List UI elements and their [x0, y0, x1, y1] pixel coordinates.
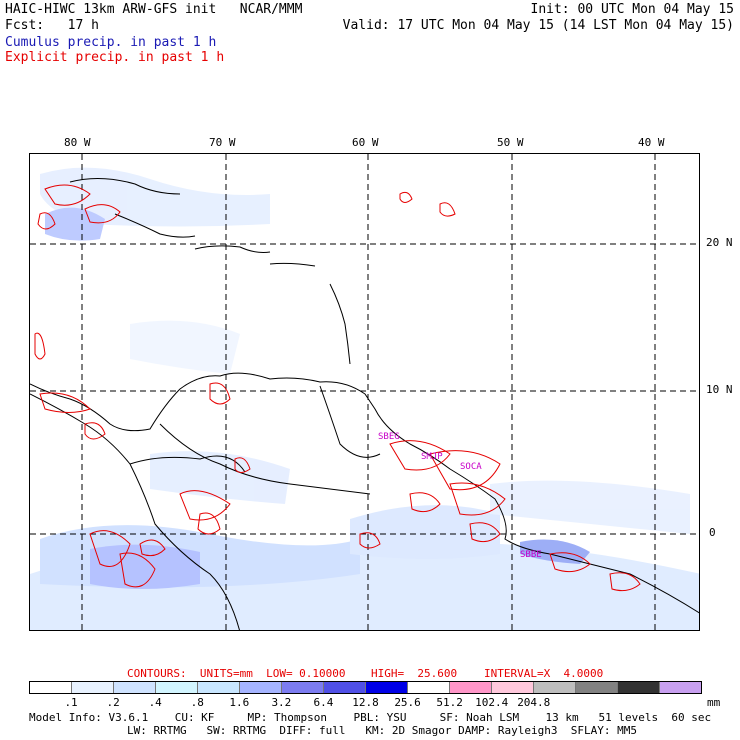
map-canvas [30, 154, 699, 630]
city-label-smjp: SMJP [421, 452, 443, 462]
plot-title: HAIC-HIWC 13km ARW-GFS init NCAR/MMM [5, 2, 303, 17]
scale-tick-label: 3.2 [271, 696, 292, 709]
graticule [30, 154, 699, 630]
scale-tick-label: .4 [148, 696, 162, 709]
scale-cell [492, 682, 534, 693]
scale-cell [660, 682, 701, 693]
lat-label-20n: 20 N [706, 236, 733, 249]
lat-label-0: 0 [709, 526, 716, 539]
scale-cell [450, 682, 492, 693]
scale-tick-label: 12.8 [352, 696, 379, 709]
color-scale-bar [29, 681, 702, 694]
scale-tick-label: 25.6 [394, 696, 421, 709]
scale-tick-label: .1 [64, 696, 78, 709]
scale-cell [324, 682, 366, 693]
scale-cell [534, 682, 576, 693]
scale-cell [282, 682, 324, 693]
valid-time: Valid: 17 UTC Mon 04 May 15 (14 LST Mon … [342, 18, 734, 33]
precip-map: SBEG SMJP SOCA SBBE [29, 153, 700, 631]
scale-tick-label: 204.8 [517, 696, 551, 709]
explicit-precip-label: Explicit precip. in past 1 h [5, 50, 225, 65]
city-label-sbbe: SBBE [520, 550, 542, 560]
model-info-line2: LW: RRTMG SW: RRTMG DIFF: full KM: 2D Sm… [127, 724, 637, 737]
scale-tick-label: .8 [190, 696, 204, 709]
scale-cell [618, 682, 660, 693]
city-label-soca: SOCA [460, 462, 482, 472]
scale-tick-label: 1.6 [229, 696, 250, 709]
cumulus-precip-field [30, 167, 699, 630]
scale-cell [114, 682, 156, 693]
scale-cell [408, 682, 450, 693]
model-info-line1: Model Info: V3.6.1 CU: KF MP: Thompson P… [29, 711, 712, 724]
scale-cell [576, 682, 618, 693]
lat-label-10n: 10 N [706, 383, 733, 396]
contour-interval: INTERVAL=X 4.0000 [484, 667, 604, 680]
scale-cell [198, 682, 240, 693]
scale-unit: mm [707, 696, 721, 709]
scale-tick-label: 51.2 [436, 696, 463, 709]
scale-cell [240, 682, 282, 693]
lon-label-80w: 80 W [64, 136, 91, 149]
city-label-sbeg: SBEG [378, 432, 400, 442]
contour-high: HIGH= 25.600 [371, 667, 458, 680]
scale-tick-label: .2 [106, 696, 120, 709]
cumulus-precip-label: Cumulus precip. in past 1 h [5, 35, 217, 50]
scale-cell [72, 682, 114, 693]
lon-label-40w: 40 W [638, 136, 665, 149]
scale-tick-label: 6.4 [313, 696, 334, 709]
scale-cell [30, 682, 72, 693]
lon-label-50w: 50 W [497, 136, 524, 149]
scale-cell [366, 682, 408, 693]
contour-info: CONTOURS: UNITS=mm LOW= 0.10000 [127, 667, 346, 680]
forecast-hour: Fcst: 17 h [5, 18, 99, 33]
init-time: Init: 00 UTC Mon 04 May 15 [530, 2, 735, 17]
lon-label-60w: 60 W [352, 136, 379, 149]
explicit-precip-contours [34, 184, 641, 592]
scale-cell [156, 682, 198, 693]
scale-tick-label: 102.4 [475, 696, 509, 709]
coastlines [30, 177, 699, 630]
lon-label-70w: 70 W [209, 136, 236, 149]
